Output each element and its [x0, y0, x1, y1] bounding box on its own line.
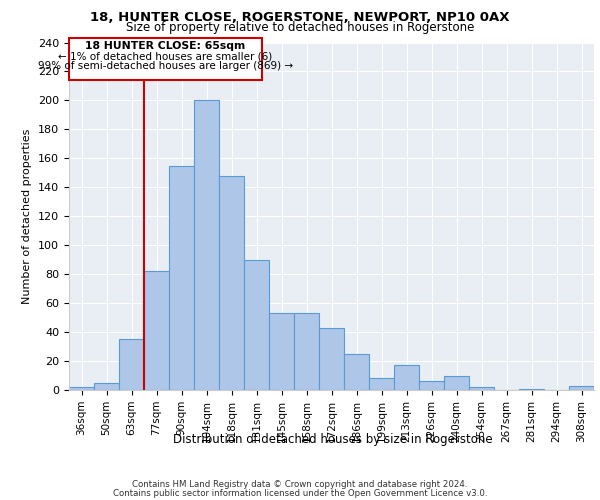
Bar: [319, 328, 344, 390]
Bar: [444, 376, 469, 390]
Text: Contains HM Land Registry data © Crown copyright and database right 2024.: Contains HM Land Registry data © Crown c…: [132, 480, 468, 489]
Text: Contains public sector information licensed under the Open Government Licence v3: Contains public sector information licen…: [113, 488, 487, 498]
Y-axis label: Number of detached properties: Number of detached properties: [22, 128, 32, 304]
Bar: [519, 388, 544, 390]
Bar: [219, 176, 244, 390]
Bar: [194, 100, 219, 390]
Bar: [69, 387, 94, 390]
Bar: [269, 314, 294, 390]
Bar: [469, 387, 494, 390]
Bar: [569, 386, 594, 390]
Bar: [119, 340, 144, 390]
Text: 99% of semi-detached houses are larger (869) →: 99% of semi-detached houses are larger (…: [38, 62, 293, 72]
Bar: [419, 382, 444, 390]
Bar: [369, 378, 394, 390]
Text: 18, HUNTER CLOSE, ROGERSTONE, NEWPORT, NP10 0AX: 18, HUNTER CLOSE, ROGERSTONE, NEWPORT, N…: [90, 11, 510, 24]
Bar: [294, 314, 319, 390]
Bar: [94, 383, 119, 390]
Bar: [344, 354, 369, 390]
Bar: [144, 272, 169, 390]
Text: ← 1% of detached houses are smaller (6): ← 1% of detached houses are smaller (6): [58, 51, 272, 61]
Text: Size of property relative to detached houses in Rogerstone: Size of property relative to detached ho…: [126, 21, 474, 34]
Text: Distribution of detached houses by size in Rogerstone: Distribution of detached houses by size …: [173, 432, 493, 446]
Bar: [394, 366, 419, 390]
Bar: [244, 260, 269, 390]
Bar: [169, 166, 194, 390]
FancyBboxPatch shape: [69, 38, 262, 80]
Text: 18 HUNTER CLOSE: 65sqm: 18 HUNTER CLOSE: 65sqm: [85, 41, 245, 51]
